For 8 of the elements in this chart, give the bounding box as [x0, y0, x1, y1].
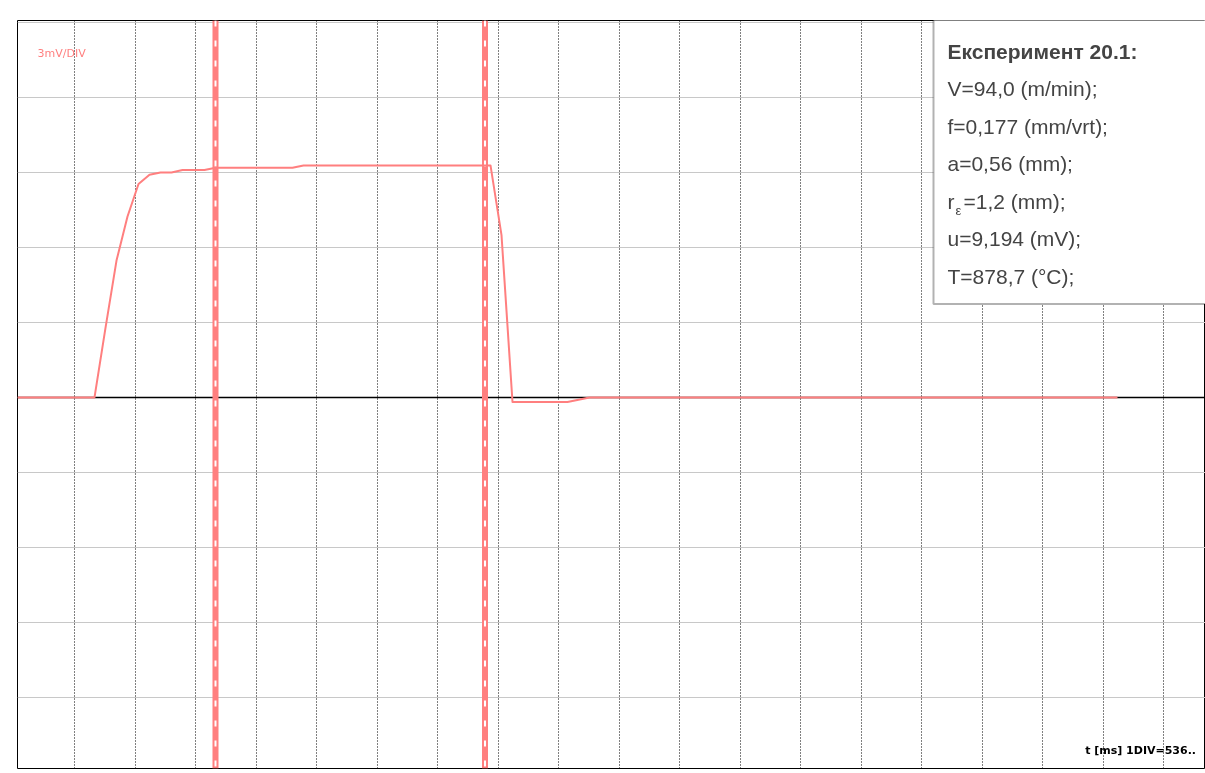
- text: 3mV/DIV: [37, 46, 87, 60]
- text: f=0,177 (mm/vrt);: [947, 114, 1108, 138]
- annotation: T=878,7 (°C);: [947, 264, 1075, 288]
- text: t [ms] 1DIV=536..: [1085, 743, 1197, 757]
- text: V=94,0 (m/min);: [947, 77, 1098, 100]
- annotation: u=9,194 (mV);: [947, 227, 1082, 250]
- text: Експеримент 20.1:: [947, 39, 1138, 63]
- annotation: a=0,56 (mm);: [947, 152, 1073, 175]
